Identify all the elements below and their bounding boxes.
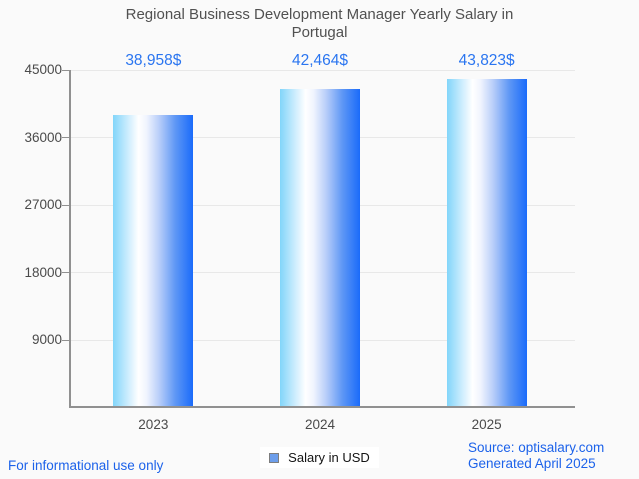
bar-value-label: 43,823$ [458, 52, 515, 69]
y-tick [62, 339, 70, 341]
legend-label: Salary in USD [288, 450, 370, 465]
bar-2025 [446, 78, 527, 408]
y-tick [62, 204, 70, 206]
y-tick-label: 36000 [24, 129, 62, 145]
legend-marker-icon [269, 452, 280, 463]
gridline [70, 69, 575, 71]
disclaimer-text: For informational use only [8, 458, 164, 473]
x-tick-label: 2024 [304, 417, 336, 432]
chart-title: Regional Business Development Manager Ye… [0, 6, 639, 41]
y-tick [62, 69, 70, 71]
bar-2024 [280, 89, 360, 408]
x-axis-line [69, 406, 575, 408]
bar-value-label: 38,958$ [125, 52, 182, 69]
y-axis-line [69, 70, 71, 408]
y-tick-label: 45000 [24, 62, 62, 77]
bar-value-label: 42,464$ [291, 52, 349, 69]
bar-2023 [113, 115, 194, 408]
x-tick-label: 2023 [138, 417, 169, 432]
source-line: Source: optisalary.com [468, 440, 605, 455]
legend: Salary in USD [0, 447, 639, 468]
x-tick-label: 2025 [471, 417, 502, 432]
y-tick-label: 18000 [24, 264, 62, 280]
chart-title-text: Regional Business Development Manager Ye… [125, 6, 514, 41]
generated-line: Generated April 2025 [468, 456, 596, 472]
y-tick [62, 137, 70, 138]
y-tick-label: 27000 [24, 197, 62, 212]
source-attribution: Source: optisalary.com Generated April 2… [468, 440, 604, 473]
legend-chip: Salary in USD [260, 447, 379, 468]
y-tick-label: 9000 [31, 332, 62, 347]
y-tick [62, 272, 70, 273]
